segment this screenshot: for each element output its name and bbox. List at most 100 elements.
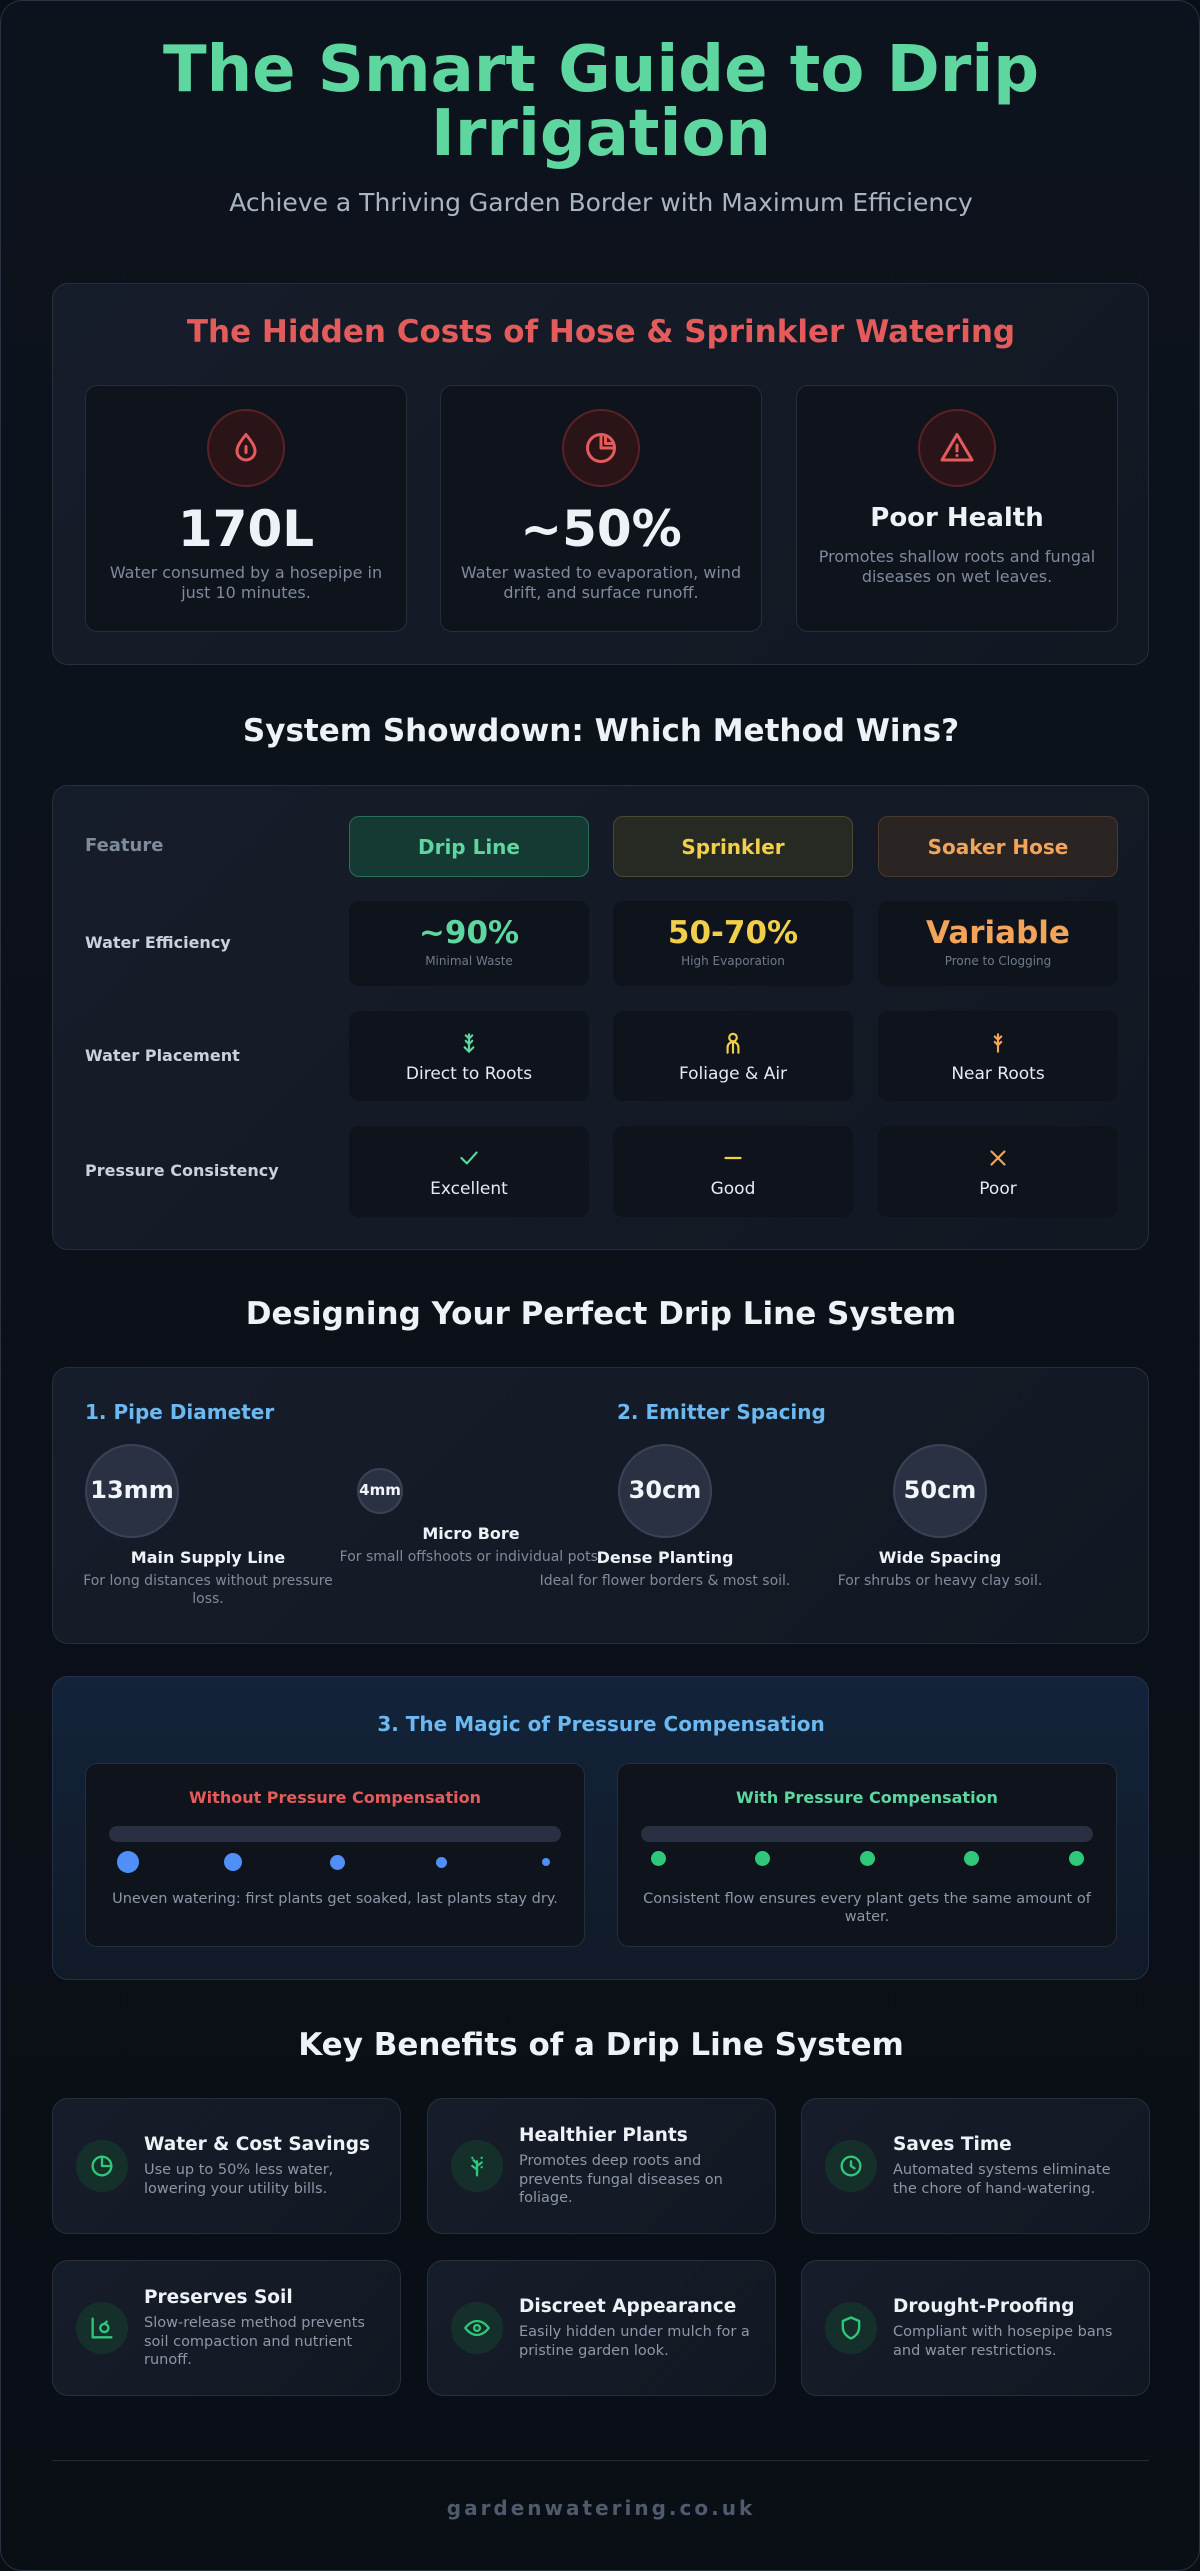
benefit-text: Compliant with hosepipe bans and water r… — [893, 2324, 1113, 2360]
item-label: Micro Bore — [422, 1523, 520, 1543]
cell — [878, 1126, 1118, 1217]
cell-note: Minimal Waste — [425, 954, 513, 969]
benefit-icon — [841, 2316, 861, 2340]
column-title: Drip Line — [417, 835, 520, 859]
cost-icon — [940, 433, 974, 462]
benefit-title: Discreet Appearance — [519, 2296, 737, 2318]
item-label: Wide Spacing — [878, 1547, 1002, 1567]
size-label: 4mm — [359, 1481, 401, 1500]
cost-value: 170L — [177, 499, 315, 558]
benefit-icon — [91, 2155, 113, 2177]
benefit-text: Use up to 50% less water, lowering your … — [144, 2162, 334, 2198]
benefit-icon — [91, 2317, 113, 2339]
size-circle — [893, 1444, 987, 1538]
item-label: Main Supply Line — [130, 1547, 286, 1567]
column-header — [349, 816, 589, 877]
size-label: 13mm — [90, 1476, 174, 1505]
cell-text: Good — [710, 1178, 756, 1199]
cost-text: Promotes shallow roots and fungal diseas… — [818, 546, 1096, 587]
benefits-title: Key Benefits of a Drip Line System — [298, 2026, 904, 2063]
cell-value: 50-70% — [667, 914, 799, 951]
benefit-text: Easily hidden under mulch for a pristine… — [519, 2324, 750, 2360]
column-title: Sprinkler — [681, 835, 785, 859]
benefit-body: Healthier Plants Promotes deep roots and … — [519, 2098, 759, 2234]
cell — [613, 901, 853, 986]
cell-value: ~90% — [418, 914, 520, 951]
group-title: 2. Emitter Spacing — [617, 1400, 826, 1424]
cell — [349, 1011, 589, 1101]
benefit-body: Drought-Proofing Compliant with hosepipe … — [893, 2260, 1133, 2396]
row-label: Water Placement — [85, 1045, 240, 1065]
item-text: Ideal for flower borders & most soil. — [539, 1572, 791, 1589]
cost-text: Water consumed by a hosepipe in just 10 … — [109, 562, 383, 603]
pressure-card-text: Consistent flow ensures every plant gets… — [643, 1890, 1091, 1926]
costs-title: The Hidden Costs of Hose & Sprinkler Wat… — [186, 313, 1016, 350]
cell-text: Near Roots — [951, 1063, 1045, 1084]
cell — [613, 1011, 853, 1101]
cell — [349, 901, 589, 986]
cell-icon — [726, 1032, 740, 1054]
cost-icon — [586, 433, 616, 463]
cell — [613, 1126, 853, 1217]
benefit-title: Healthier Plants — [519, 2124, 688, 2146]
cell-icon — [463, 1033, 475, 1053]
size-label: 30cm — [628, 1476, 702, 1505]
item-text: For small offshoots or individual pots. — [339, 1548, 603, 1565]
benefit-body: Discreet Appearance Easily hidden under m… — [519, 2260, 759, 2396]
cost-value: Poor Health — [870, 503, 1044, 534]
row-label: Pressure Consistency — [85, 1161, 279, 1181]
drip-dot — [329, 1854, 345, 1870]
benefit-text: Slow-release method prevents soil compac… — [144, 2314, 365, 2369]
cell — [878, 901, 1118, 986]
cell-text: Direct to Roots — [405, 1063, 533, 1084]
benefit-icon — [471, 2156, 483, 2177]
benefit-body: Preserves Soil Slow-release method preven… — [144, 2260, 384, 2396]
benefit-icon — [464, 2319, 490, 2337]
drip-dot — [1068, 1850, 1084, 1866]
group-title: 1. Pipe Diameter — [85, 1400, 275, 1424]
row-label: Water Efficiency — [85, 933, 231, 953]
cell-icon — [724, 1156, 742, 1160]
feature-label: Feature — [85, 835, 164, 857]
showdown-title: System Showdown: Which Method Wins? — [242, 712, 960, 749]
benefit-title: Saves Time — [893, 2134, 1012, 2156]
item-text: For long distances without pressure loss… — [83, 1572, 333, 1608]
cell-icon — [990, 1150, 1006, 1166]
benefit-text: Automated systems eliminate the chore of… — [893, 2162, 1111, 2198]
main-title: The Smart Guide to Drip Irrigation — [162, 33, 1040, 172]
cost-icon — [235, 433, 257, 462]
pressure-card-text: Uneven watering: first plants get soaked… — [112, 1890, 558, 1907]
benefit-icon-circle — [825, 2302, 877, 2354]
pipe-bar — [109, 1826, 561, 1842]
drip-dot — [755, 1850, 770, 1866]
divider — [52, 2460, 1149, 2461]
column-title: Soaker Hose — [927, 835, 1069, 859]
drip-dot — [436, 1856, 447, 1868]
cell-text: Poor — [979, 1178, 1017, 1199]
pipe-bar — [641, 1826, 1093, 1842]
cell-note: Prone to Clogging — [944, 954, 1052, 969]
benefit-body: Water & Cost Savings Use up to 50% less w… — [144, 2098, 384, 2234]
item-text: For shrubs or heavy clay soil. — [837, 1572, 1043, 1589]
benefit-icon-circle — [451, 2302, 503, 2354]
cell — [349, 1126, 589, 1217]
column-header — [878, 816, 1118, 877]
drip-dot — [964, 1850, 979, 1866]
footer: gardenwatering.co.uk — [446, 2496, 756, 2520]
pressure-card-title: Without Pressure Compensation — [189, 1787, 481, 1807]
pressure-card-title: With Pressure Compensation — [736, 1787, 998, 1807]
benefit-body: Saves Time Automated systems eliminate th… — [893, 2098, 1133, 2234]
drip-dot — [859, 1850, 875, 1866]
size-circle — [357, 1468, 403, 1514]
benefit-icon-circle — [76, 2302, 128, 2354]
cell-text: Excellent — [430, 1178, 508, 1199]
size-circle — [85, 1444, 179, 1538]
cost-value: ~50% — [520, 499, 682, 558]
cell — [878, 1011, 1118, 1101]
column-header — [613, 816, 853, 877]
cost-text: Water wasted to evaporation, wind drift,… — [460, 562, 742, 603]
benefit-title: Water & Cost Savings — [144, 2134, 370, 2156]
